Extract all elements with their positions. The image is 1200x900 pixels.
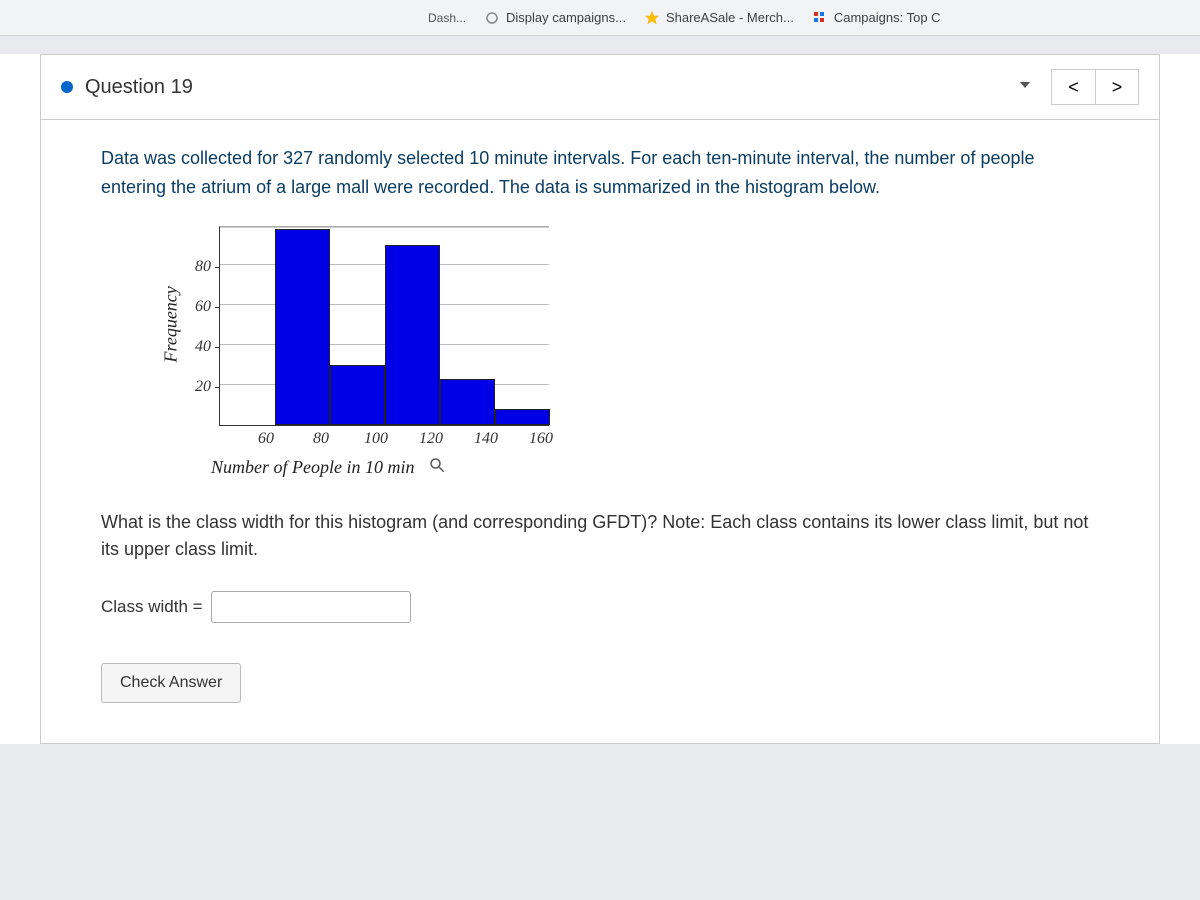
plot-area xyxy=(219,226,549,426)
y-tick-label: 80 xyxy=(195,258,211,276)
bookmark-shareasale[interactable]: ShareASale - Merch... xyxy=(644,10,794,26)
x-ticks: 6080100120140160 xyxy=(211,430,541,450)
plot-wrap: 80 60 40 20 xyxy=(181,226,549,426)
y-tick-label: 40 xyxy=(195,338,211,356)
bookmark-label: Campaigns: Top C xyxy=(834,10,941,25)
y-ticks: 80 60 40 20 xyxy=(181,226,211,426)
next-button[interactable]: > xyxy=(1095,69,1139,105)
status-dot-icon xyxy=(61,81,73,93)
histogram-bar xyxy=(275,229,330,425)
histogram-bar xyxy=(385,245,440,425)
chart-inner: 80604020 6080100120140160 Number of Peop… xyxy=(181,226,549,479)
histogram-bar xyxy=(440,379,495,425)
question-number: Question 19 xyxy=(85,76,1019,99)
main-content: Question 19 < > Data was collected for 3… xyxy=(0,54,1200,744)
question-prompt: Data was collected for 327 randomly sele… xyxy=(101,144,1099,202)
bookmark-truncated: Dash... xyxy=(428,11,466,25)
star-icon xyxy=(644,10,660,26)
bookmark-display-campaigns[interactable]: Display campaigns... xyxy=(484,10,626,26)
bookmark-campaigns-top[interactable]: Campaigns: Top C xyxy=(812,10,941,26)
histogram-bar xyxy=(495,409,550,425)
histogram-bar xyxy=(330,365,385,425)
question-body: Data was collected for 327 randomly sele… xyxy=(40,120,1160,744)
bookmarks-bar: Dash... Display campaigns... ShareASale … xyxy=(0,0,1200,36)
nav-buttons: < > xyxy=(1051,69,1139,105)
x-axis-label: Number of People in 10 min xyxy=(211,457,414,478)
circle-icon xyxy=(484,10,500,26)
histogram-chart: Frequency 80 60 40 20 60 80 100 120 140 160 Numb… xyxy=(161,226,1099,479)
x-tick-label: 140 xyxy=(474,430,498,448)
grid-icon xyxy=(812,10,828,26)
y-tick-label: 60 xyxy=(195,298,211,316)
y-tick-label: 20 xyxy=(195,378,211,396)
x-tick-label: 60 xyxy=(258,430,274,448)
dropdown-caret-icon[interactable] xyxy=(1019,78,1031,96)
question-header: Question 19 < > xyxy=(40,54,1160,120)
class-width-input[interactable] xyxy=(211,591,411,623)
bookmark-label: ShareASale - Merch... xyxy=(666,10,794,25)
x-tick-label: 120 xyxy=(419,430,443,448)
answer-label: Class width = xyxy=(101,597,203,617)
x-tick-label: 80 xyxy=(313,430,329,448)
followup-question: What is the class width for this histogr… xyxy=(101,509,1099,563)
magnify-icon[interactable] xyxy=(428,456,446,479)
y-axis-label: Frequency xyxy=(161,342,182,362)
x-tick-label: 100 xyxy=(364,430,388,448)
answer-row: Class width = xyxy=(101,591,1099,623)
check-answer-button[interactable]: Check Answer xyxy=(101,663,241,703)
bookmark-label: Display campaigns... xyxy=(506,10,626,25)
prev-button[interactable]: < xyxy=(1051,69,1095,105)
x-tick-label: 160 xyxy=(529,430,553,448)
